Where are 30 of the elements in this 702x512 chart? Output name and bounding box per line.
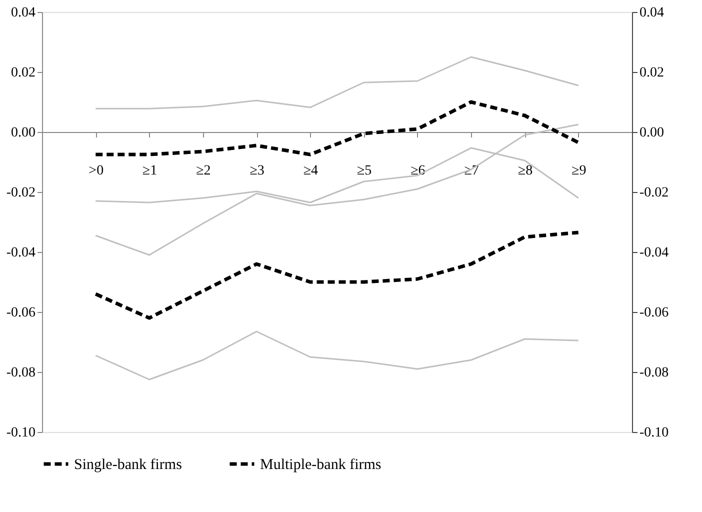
y-tick-label: 0.04: [11, 6, 36, 20]
y2-tick-label: -0.08: [640, 366, 669, 380]
y-tick-label: -0.04: [6, 246, 36, 260]
x-tick-label: ≥1: [142, 164, 158, 178]
y2-tick-label: 0.00: [640, 126, 664, 140]
y-tick-label: -0.06: [6, 306, 36, 320]
x-tick-label: ≥5: [356, 164, 372, 178]
y2-tick-label: -0.06: [640, 306, 669, 320]
line-series: [94, 56, 580, 110]
y-tick-label: -0.08: [6, 366, 36, 380]
y2-tick-label: 0.04: [640, 6, 664, 20]
y2-tick-label: 0.02: [640, 66, 664, 80]
line-series: [94, 100, 580, 156]
y2-tick-label: -0.02: [640, 186, 669, 200]
x-tick-label: ≥3: [250, 164, 264, 178]
legend-label: Single-bank firms: [74, 457, 182, 473]
line-series: [94, 230, 580, 320]
x-tick-label: ≥4: [303, 164, 318, 178]
y-tick-label: 0.02: [11, 66, 36, 80]
y-tick-label: 0.00: [11, 126, 36, 140]
line-series: [94, 330, 580, 380]
x-tick-label: >0: [88, 164, 104, 178]
y2-tick-label: -0.10: [640, 426, 669, 440]
x-tick-label: ≥2: [196, 164, 211, 178]
legend-label: Multiple-bank firms: [260, 457, 382, 473]
y2-tick-label: -0.04: [640, 246, 669, 260]
x-tick-label: ≥8: [518, 164, 533, 178]
y-tick-label: -0.10: [6, 426, 36, 440]
x-tick-label: ≥9: [572, 164, 586, 178]
y-tick-label: -0.02: [6, 186, 36, 200]
